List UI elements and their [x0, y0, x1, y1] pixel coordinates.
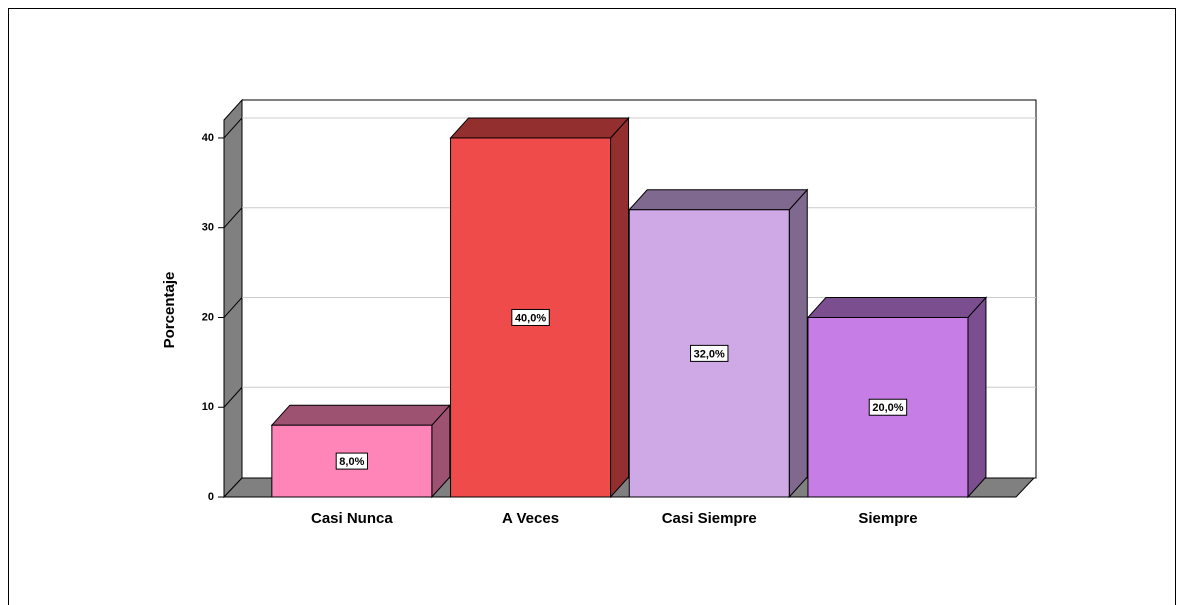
bar-top: [628, 189, 809, 211]
value-label: 40,0%: [515, 312, 546, 324]
value-label-box: [690, 344, 729, 362]
frame: [8, 8, 1176, 605]
y-tick-label: 30: [202, 222, 214, 234]
value-label-box: [511, 308, 550, 326]
bar-top: [806, 296, 988, 318]
grid-line: [223, 297, 243, 318]
bar-side: [610, 116, 630, 499]
bar-top: [449, 117, 630, 139]
x-tick-label: Casi Siempre: [662, 510, 757, 527]
value-label: 8,0%: [339, 456, 364, 468]
y-tick-label: 20: [202, 311, 214, 323]
bar-side: [967, 296, 987, 499]
value-label-box: [868, 398, 908, 416]
value-label: 32,0%: [694, 348, 725, 360]
x-tick-label: A Veces: [502, 510, 559, 527]
grid-line: [223, 386, 243, 408]
grid-line: [223, 207, 243, 229]
y-tick-label: 10: [202, 401, 214, 413]
left-wall: [223, 98, 243, 499]
x-tick-label: Siempre: [858, 510, 917, 527]
y-tick-label: 40: [202, 132, 214, 144]
value-label: 20,0%: [872, 402, 903, 414]
bar-side: [788, 188, 808, 499]
x-tick-label: Casi Nunca: [311, 510, 393, 527]
bar-top: [270, 404, 451, 426]
value-label-box: [335, 452, 368, 470]
grid-line: [223, 117, 243, 139]
y-axis-label: Porcentaje: [161, 272, 178, 349]
y-tick-label: 0: [208, 491, 214, 503]
